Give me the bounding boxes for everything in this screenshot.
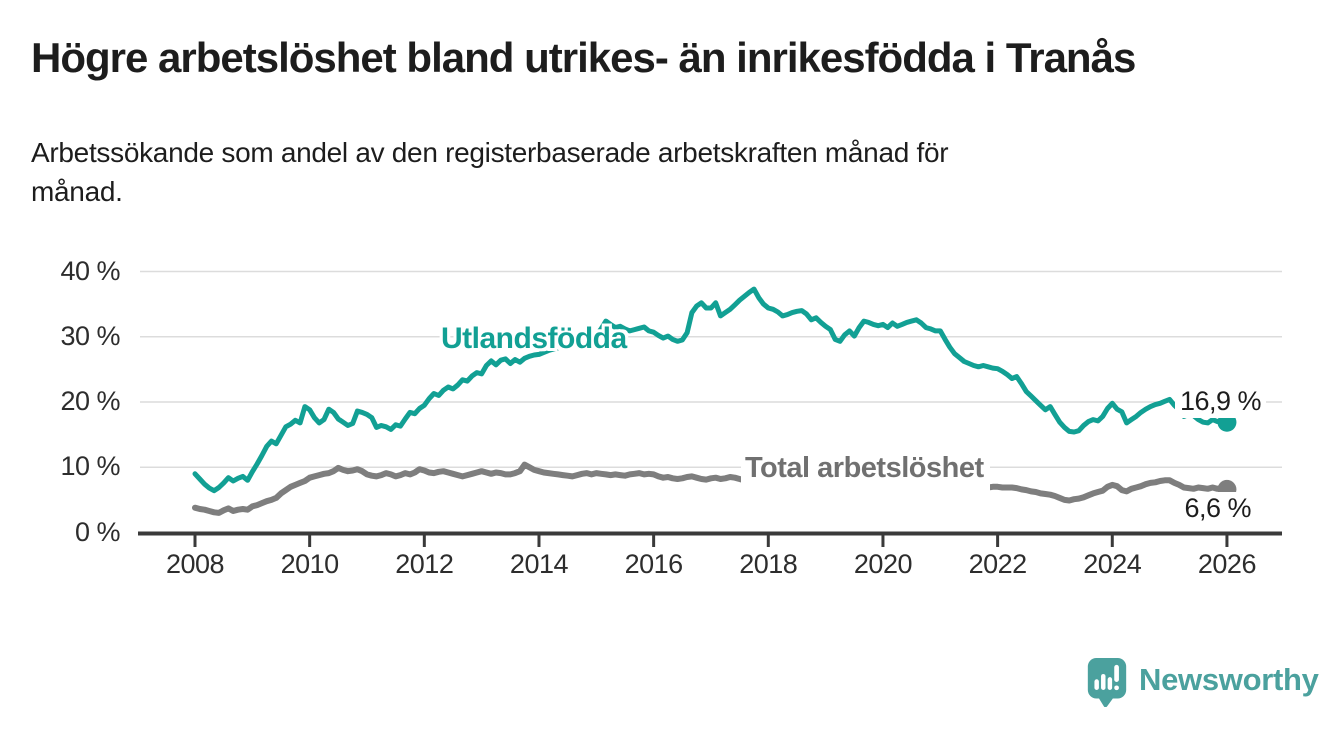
x-tick-label-2010: 2010 — [280, 549, 340, 579]
end-value-utlandsfodda: 16,9 % — [1174, 385, 1266, 418]
series-label-total-arbetsloshet: Total arbetslöshet — [741, 450, 990, 494]
chart-subtitle-line2: månad. — [31, 175, 123, 207]
x-tick-label-2026: 2026 — [1197, 549, 1257, 579]
x-tick-label-2008: 2008 — [165, 549, 225, 579]
series-line-total — [192, 461, 1230, 516]
newsworthy-logo-icon — [1087, 658, 1127, 707]
chart-subtitle-line1: Arbetssökande som andel av den registerb… — [31, 137, 949, 168]
newsworthy-logo: Newsworthy — [1087, 658, 1319, 707]
chart-subtitle: Arbetssökande som andel av den registerb… — [31, 134, 1261, 211]
y-tick-label-30: 30 % — [60, 320, 120, 351]
x-tick-label-2012: 2012 — [395, 549, 454, 579]
x-tick-label-2014: 2014 — [509, 549, 569, 579]
x-tick-label-2020: 2020 — [853, 549, 913, 579]
page-title: Högre arbetslöshet bland utrikes- än inr… — [31, 34, 1136, 81]
series-label-utlandsfodda: Utlandsfödda — [441, 322, 627, 355]
y-tick-label-0: 0 % — [74, 516, 121, 547]
x-tick-label-2018: 2018 — [739, 549, 798, 579]
y-tick-label-40: 40 % — [60, 255, 120, 286]
x-tick-label-2024: 2024 — [1083, 549, 1142, 579]
series-line-utlandsfodda — [192, 286, 1230, 494]
y-tick-label-10: 10 % — [60, 451, 120, 482]
newsworthy-logo-text: Newsworthy — [1139, 662, 1319, 697]
y-tick-label-20: 20 % — [60, 386, 120, 416]
x-tick-label-2016: 2016 — [624, 549, 684, 579]
x-tick-label-2022: 2022 — [968, 549, 1028, 579]
end-value-total: 6,6 % — [1179, 492, 1256, 525]
